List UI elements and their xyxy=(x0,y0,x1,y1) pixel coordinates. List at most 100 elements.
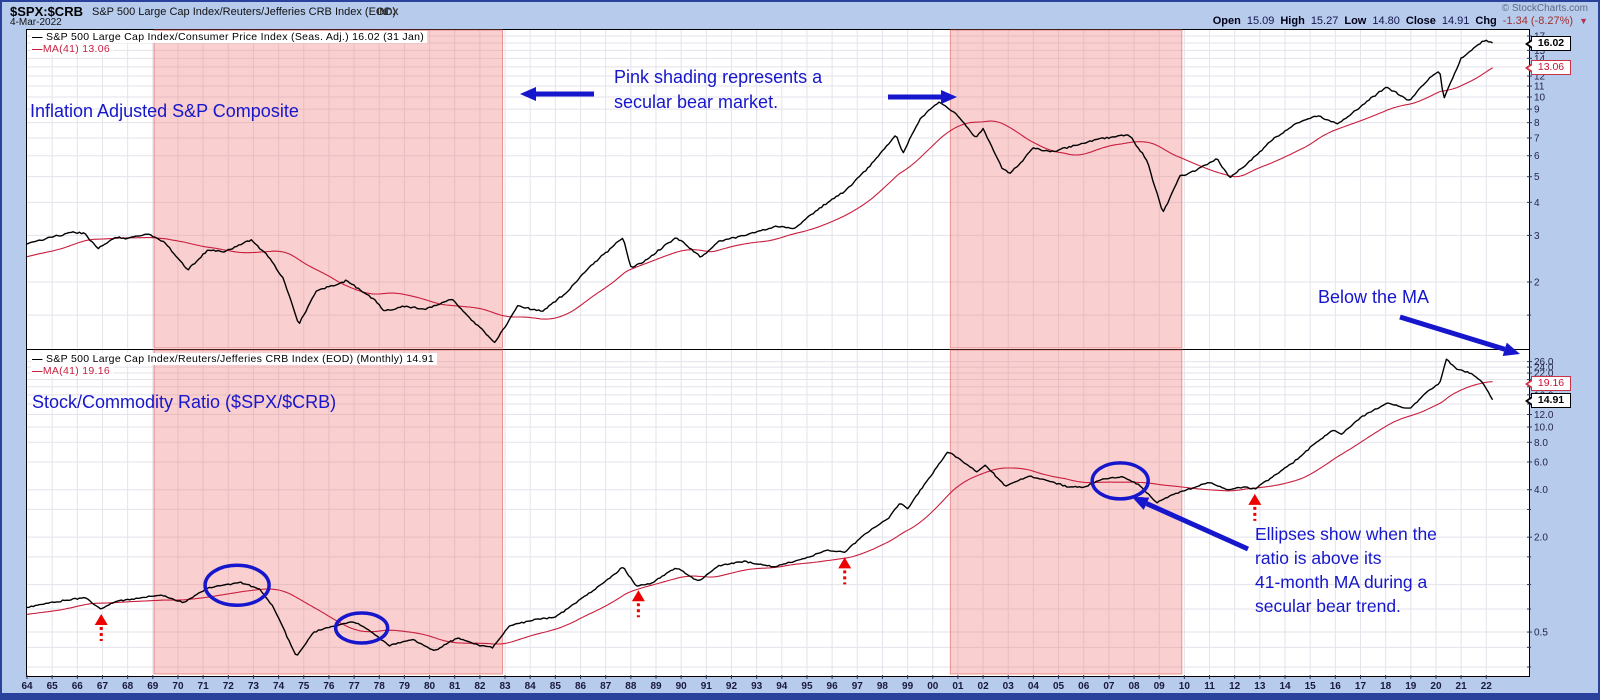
x-tick-label: 79 xyxy=(399,681,411,692)
x-tick-label: 11 xyxy=(1204,681,1215,692)
y-tick-label: 3 xyxy=(1534,231,1540,242)
x-tick-label: 22 xyxy=(1481,681,1493,692)
y-tick-label: 2.0 xyxy=(1534,533,1548,544)
x-tick-label: 99 xyxy=(902,681,914,692)
y-tick-label: 0.5 xyxy=(1534,628,1548,639)
x-tick-label: 96 xyxy=(827,681,839,692)
ma-color-dash: — xyxy=(32,365,43,377)
top-legend-series: — S&P 500 Large Cap Index/Consumer Price… xyxy=(31,31,428,43)
y-tick-label: 6.0 xyxy=(1534,457,1548,468)
x-tick-label: 01 xyxy=(952,681,964,692)
chart-title: S&P 500 Large Cap Index/Reuters/Jefferie… xyxy=(92,6,397,18)
x-tick-label: 82 xyxy=(474,681,486,692)
x-tick-label: 74 xyxy=(273,681,285,692)
y-tick-label: 4.0 xyxy=(1534,485,1548,496)
x-tick-label: 21 xyxy=(1456,681,1468,692)
x-tick-label: 88 xyxy=(625,681,637,692)
x-tick-label: 20 xyxy=(1430,681,1442,692)
x-tick-label: 76 xyxy=(323,681,335,692)
ticker-symbol: $SPX:$CRB xyxy=(10,4,83,19)
x-tick-label: 64 xyxy=(21,681,33,692)
x-tick-label: 65 xyxy=(47,681,59,692)
x-tick-label: 73 xyxy=(248,681,260,692)
open-value: 15.09 xyxy=(1246,15,1275,27)
ohlc-quote-bar: Open 15.09 High 15.27 Low 14.80 Close 14.91 … xyxy=(1213,15,1588,27)
y-tick-label: 26.0 xyxy=(1534,357,1554,368)
x-tick-label: 92 xyxy=(726,681,738,692)
y-tick-label: 8 xyxy=(1534,118,1540,129)
y-tick-label: 24.0 xyxy=(1534,363,1554,374)
y-tick-label: 5 xyxy=(1534,172,1540,183)
x-tick-label: 97 xyxy=(852,681,864,692)
x-tick-label: 83 xyxy=(499,681,511,692)
high-label: High xyxy=(1280,15,1305,27)
x-tick-label: 08 xyxy=(1128,681,1140,692)
chg-label: Chg xyxy=(1475,15,1497,27)
x-tick-label: 18 xyxy=(1380,681,1392,692)
y-tick-label: 6 xyxy=(1534,151,1540,162)
x-tick-label: 05 xyxy=(1053,681,1065,692)
x-tick-label: 69 xyxy=(147,681,159,692)
x-tick-label: 06 xyxy=(1078,681,1090,692)
chg-value: -1.34 (-8.27%) xyxy=(1502,15,1574,27)
x-tick-label: 02 xyxy=(978,681,990,692)
chart-date: 4-Mar-2022 xyxy=(10,17,62,28)
x-tick-label: 17 xyxy=(1355,681,1367,692)
x-tick-label: 71 xyxy=(198,681,210,692)
x-tick-label: 90 xyxy=(676,681,688,692)
annotation-line: ratio is above its xyxy=(1255,548,1382,568)
x-tick-label: 07 xyxy=(1103,681,1115,692)
x-tick-label: 09 xyxy=(1154,681,1166,692)
annotation-line: secular bear market. xyxy=(614,92,779,112)
bottom-legend-ma: —MA(41) 19.16 xyxy=(31,365,114,377)
x-tick-label: 93 xyxy=(751,681,763,692)
bottom-ma-value-box: 19.16 xyxy=(1525,376,1571,391)
y-tick-label: 4 xyxy=(1534,198,1540,209)
y-tick-label: 10 xyxy=(1534,93,1546,104)
x-tick-label: 04 xyxy=(1028,681,1040,692)
x-tick-label: 78 xyxy=(374,681,386,692)
y-tick-label: 12.0 xyxy=(1534,410,1554,421)
top-legend-ma: —MA(41) 13.06 xyxy=(31,43,114,55)
annotation-line: secular bear trend. xyxy=(1255,596,1401,616)
exchange-label: INDX xyxy=(377,7,399,17)
annotation-ellipses-note: Ellipses show when the ratio is above it… xyxy=(1255,522,1437,618)
x-tick-label: 91 xyxy=(701,681,713,692)
x-tick-label: 86 xyxy=(575,681,587,692)
x-tick-label: 77 xyxy=(349,681,361,692)
ma-color-dash: — xyxy=(32,43,43,55)
y-tick-label: 10.0 xyxy=(1534,423,1554,434)
x-tick-label: 70 xyxy=(172,681,184,692)
low-value: 14.80 xyxy=(1372,15,1400,27)
x-tick-label: 84 xyxy=(525,681,537,692)
series-color-dash: — xyxy=(32,31,47,43)
x-tick-label: 68 xyxy=(122,681,134,692)
x-tick-label: 14 xyxy=(1279,681,1291,692)
close-value: 14.91 xyxy=(1441,15,1470,27)
x-tick-label: 87 xyxy=(600,681,612,692)
x-tick-label: 72 xyxy=(223,681,235,692)
x-tick-label: 75 xyxy=(298,681,310,692)
annotation-line: 41-month MA during a xyxy=(1255,572,1428,592)
x-tick-label: 98 xyxy=(877,681,889,692)
x-tick-label: 10 xyxy=(1179,681,1191,692)
y-tick-label: 9 xyxy=(1534,105,1540,116)
x-tick-label: 95 xyxy=(801,681,813,692)
low-label: Low xyxy=(1344,15,1367,27)
open-label: Open xyxy=(1212,15,1241,27)
annotation-pink-shading: Pink shading represents a secular bear m… xyxy=(614,65,822,115)
x-tick-label: 19 xyxy=(1405,681,1417,692)
x-tick-label: 94 xyxy=(776,681,788,692)
high-value: 15.27 xyxy=(1310,15,1339,27)
annotation-stock-commodity-ratio: Stock/Commodity Ratio ($SPX/$CRB) xyxy=(32,392,337,412)
x-tick-label: 80 xyxy=(424,681,436,692)
x-tick-label: 89 xyxy=(650,681,662,692)
annotation-inflation-adjusted: Inflation Adjusted S&P Composite xyxy=(30,101,299,121)
x-tick-label: 03 xyxy=(1003,681,1015,692)
x-tick-label: 15 xyxy=(1305,681,1317,692)
annotation-below-ma: Below the MA xyxy=(1318,287,1430,307)
x-tick-label: 67 xyxy=(97,681,109,692)
copyright: © StockCharts.com xyxy=(1501,3,1588,14)
x-tick-label: 13 xyxy=(1254,681,1266,692)
top-last-value-box: 16.02 xyxy=(1525,36,1571,51)
